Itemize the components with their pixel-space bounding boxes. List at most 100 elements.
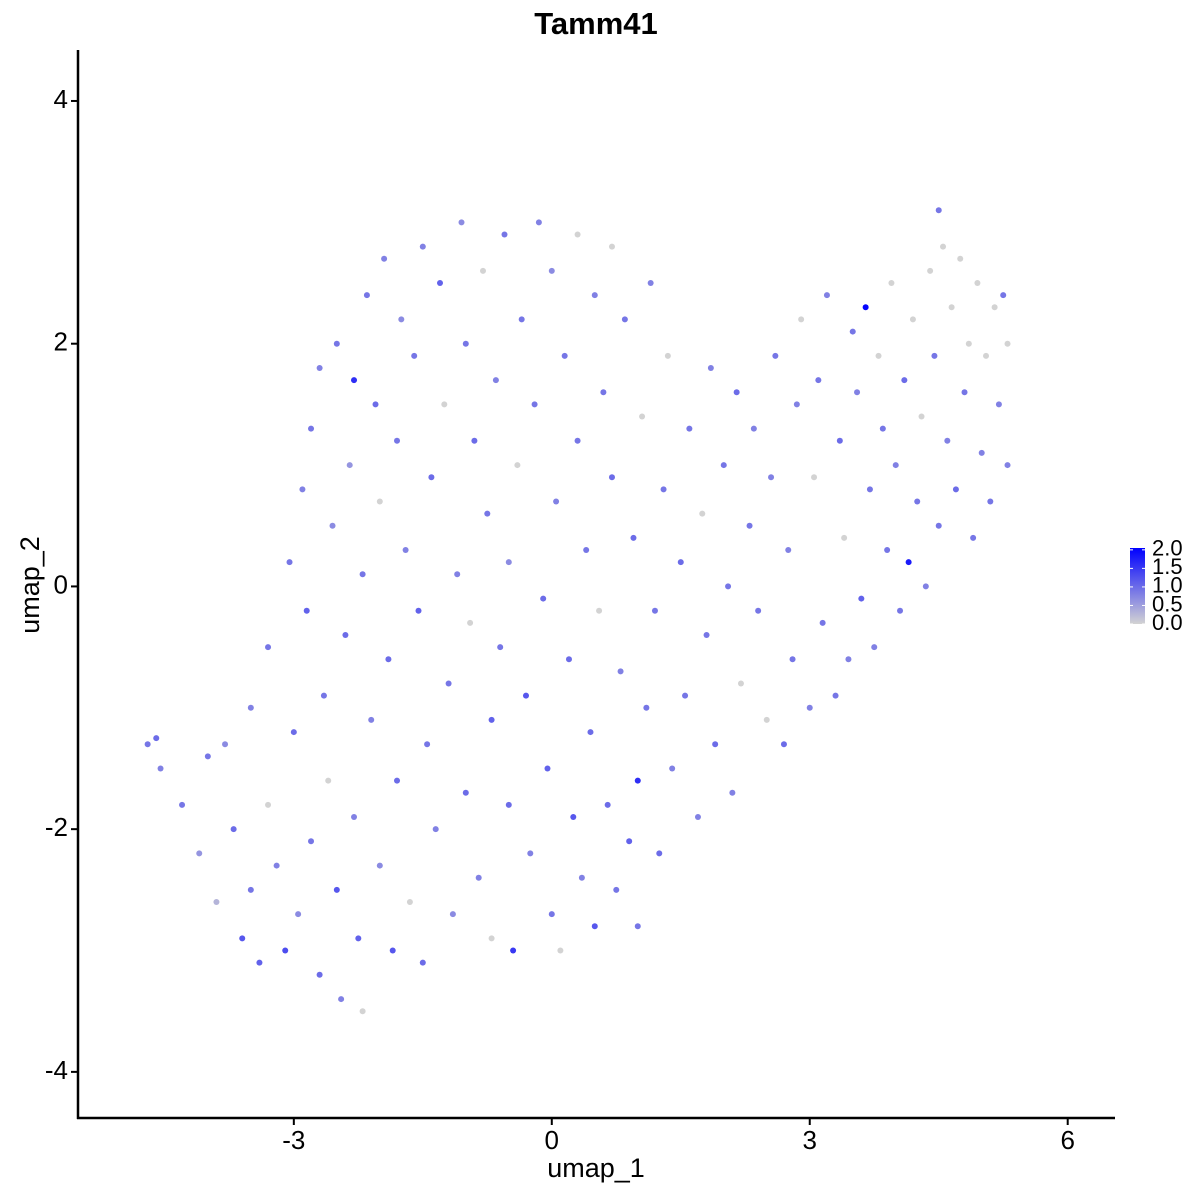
point [591,292,598,299]
point [819,619,826,626]
point [557,947,564,954]
point [1000,292,1007,299]
x-axis-title: umap_1 [547,1153,645,1183]
point [677,559,684,566]
point [488,716,495,723]
point [583,547,590,554]
point [733,389,740,396]
point [501,231,508,238]
point [694,814,701,821]
point [643,704,650,711]
x-tick-label: 3 [803,1125,817,1155]
point [376,498,383,505]
point [295,911,302,918]
point [639,413,646,420]
point [957,255,964,262]
point [664,352,671,359]
point [879,425,886,432]
point [832,692,839,699]
point [888,280,895,287]
point [316,364,323,371]
point [935,522,942,529]
point [497,644,504,651]
point [604,801,611,808]
point [540,595,547,602]
point [617,668,624,675]
chart-title: Tamm41 [534,6,658,41]
point [596,607,603,614]
point [303,607,310,614]
point [222,741,229,748]
point [320,692,327,699]
point [987,498,994,505]
point [768,474,775,481]
point [510,947,517,954]
point [484,510,491,517]
point [815,377,822,384]
point [918,413,925,420]
point [505,559,512,566]
point [153,735,160,742]
point [247,704,254,711]
point [866,486,873,493]
point [940,243,947,250]
point [351,377,358,384]
point [239,935,246,942]
point [854,389,861,396]
point [574,437,581,444]
point [630,534,637,541]
point [763,716,770,723]
point [823,292,830,299]
point [922,583,929,590]
point [806,704,813,711]
point [398,316,405,323]
point [750,425,757,432]
point [157,765,164,772]
x-tick-label: -3 [282,1125,305,1155]
point [368,716,375,723]
point [518,316,525,323]
point [651,607,658,614]
point [574,231,581,238]
point [978,449,985,456]
point [849,328,856,335]
colorbar-label: 2.0 [1152,536,1183,561]
point [479,267,486,274]
point [626,838,633,845]
points [144,207,1011,1015]
point [363,292,370,299]
point [247,886,254,893]
point [669,765,676,772]
colorbar-label: 1.0 [1152,573,1183,598]
colorbar-label: 1.5 [1152,554,1183,579]
point [634,777,641,784]
point [449,911,456,918]
point [746,522,753,529]
point [282,947,289,954]
point [333,886,340,893]
point [905,559,912,566]
point [836,437,843,444]
point [411,352,418,359]
point [974,280,981,287]
point [415,607,422,614]
point [265,801,272,808]
point [578,874,585,881]
point [729,789,736,796]
point [914,498,921,505]
point [647,280,654,287]
point [712,741,719,748]
y-tick-label: -4 [45,1055,68,1085]
point [935,207,942,214]
point [432,826,439,833]
y-tick-label: 2 [54,327,68,357]
point [351,814,358,821]
point [441,401,448,408]
point [591,923,598,930]
point [1004,340,1011,347]
point [424,741,431,748]
point [213,898,220,905]
point [308,425,315,432]
y-tick-label: 0 [54,569,68,599]
